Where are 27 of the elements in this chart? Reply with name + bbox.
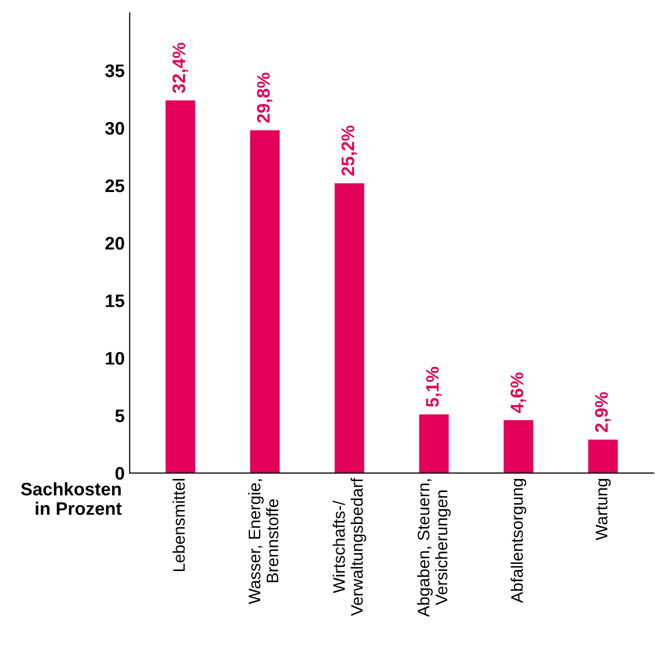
bar (166, 100, 196, 474)
data-label: 2,9% (595, 392, 610, 432)
bar (504, 420, 534, 474)
y-tick-label: 15 (106, 294, 124, 308)
y-axis-title: Sachkosten in Prozent (21, 482, 122, 515)
bar (334, 183, 364, 474)
x-tick-label: Wirtschafts-/ Verwaltungsbedarf (332, 478, 366, 616)
data-label: 5,1% (426, 366, 442, 407)
data-label: 32,4% (172, 42, 188, 94)
y-tick-label: 0 (116, 466, 124, 480)
y-tick-label: 5 (115, 410, 124, 422)
y-tick-label: 30 (105, 122, 124, 135)
y-tick-label: 25 (105, 179, 124, 192)
y-tick-label: 10 (106, 352, 124, 365)
data-label: 4,6% (510, 372, 526, 413)
data-label: 29,8% (256, 72, 272, 123)
x-tick-label: Wartung (596, 478, 611, 540)
x-tick-label: Lebensmittel (172, 479, 185, 572)
y-tick-label: 20 (105, 236, 124, 250)
bar (588, 440, 618, 474)
x-tick-label: Wasser, Energie, Brennstoffe (248, 479, 278, 604)
x-tick-label: Abfallentsorgung (510, 478, 526, 603)
data-label: 25,2% (341, 126, 357, 176)
bar (250, 130, 280, 474)
x-tick-label: Abgaben, Steuern, Versicherungen (417, 479, 451, 617)
bar (419, 414, 449, 474)
y-tick-label: 35 (105, 64, 124, 78)
